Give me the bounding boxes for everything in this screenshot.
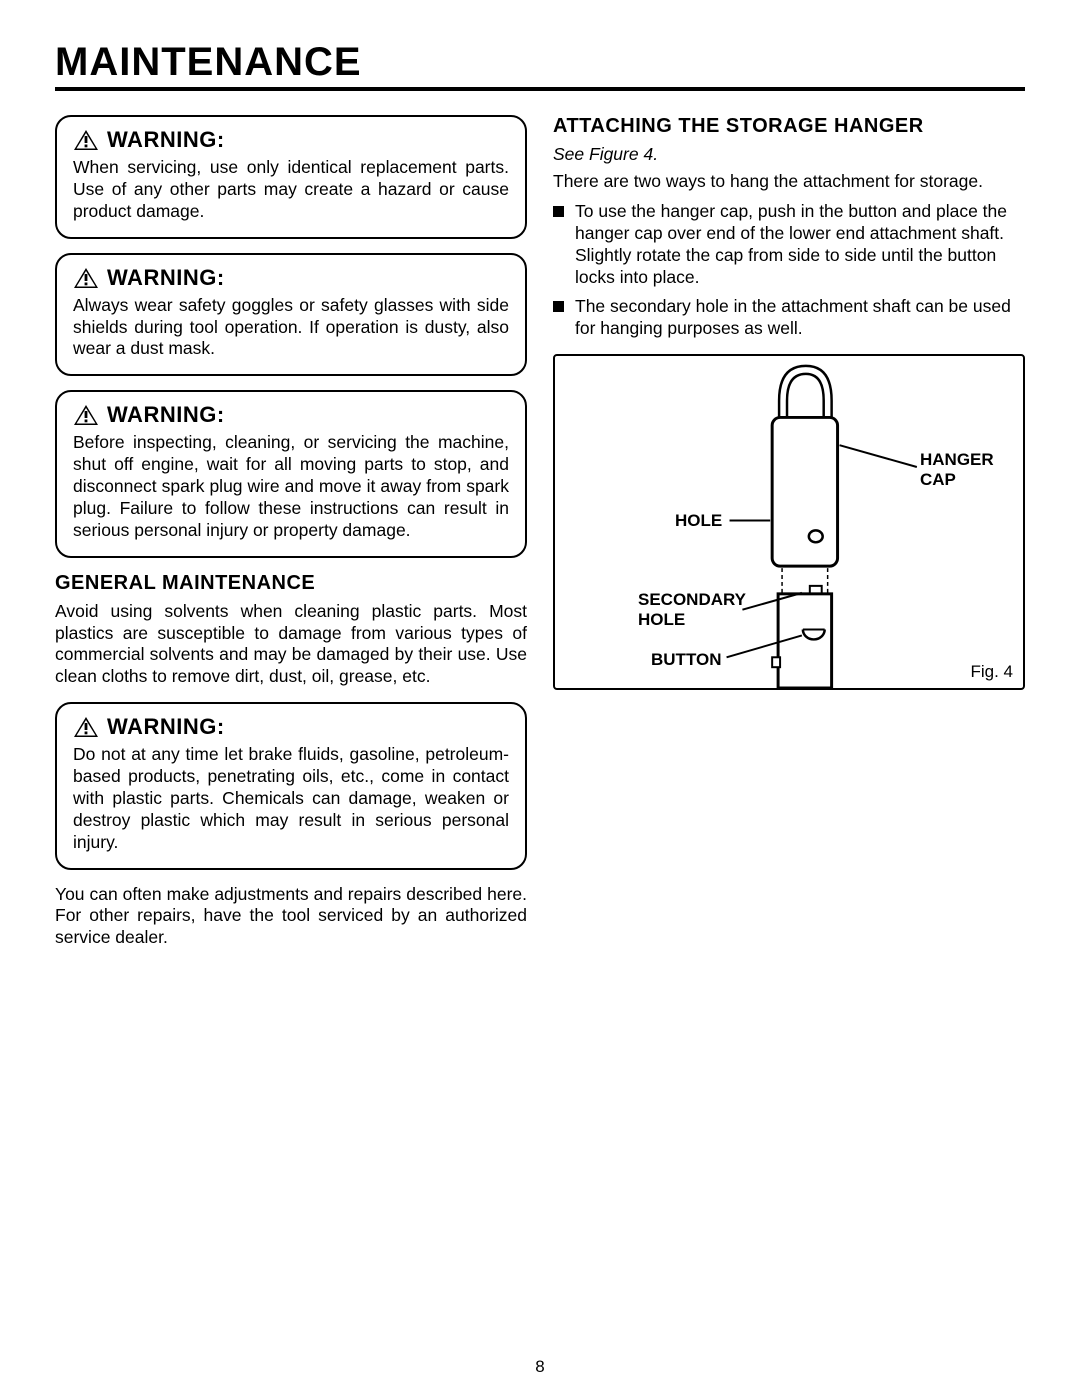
- warning-text: Always wear safety goggles or safety gla…: [73, 295, 509, 361]
- body-paragraph: You can often make adjustments and repai…: [55, 884, 527, 950]
- section-heading: ATTACHING THE STORAGE HANGER: [553, 115, 1025, 138]
- warning-box: WARNING: When servicing, use only identi…: [55, 115, 527, 239]
- right-column: ATTACHING THE STORAGE HANGER See Figure …: [553, 115, 1025, 963]
- warning-triangle-icon: [73, 129, 99, 151]
- list-item: The secondary hole in the attachment sha…: [553, 296, 1025, 340]
- figure-label-button: BUTTON: [651, 650, 722, 670]
- warning-heading: WARNING:: [73, 402, 509, 428]
- warning-heading: WARNING:: [73, 714, 509, 740]
- warning-triangle-icon: [73, 716, 99, 738]
- warning-box: WARNING: Always wear safety goggles or s…: [55, 253, 527, 377]
- list-item: To use the hanger cap, push in the butto…: [553, 201, 1025, 289]
- page-title: MAINTENANCE: [55, 40, 1025, 91]
- warning-triangle-icon: [73, 404, 99, 426]
- page-number: 8: [0, 1357, 1080, 1377]
- two-column-layout: WARNING: When servicing, use only identi…: [55, 115, 1025, 963]
- warning-text: Before inspecting, cleaning, or servicin…: [73, 432, 509, 541]
- warning-text: Do not at any time let brake fluids, gas…: [73, 744, 509, 853]
- warning-text: When servicing, use only identical repla…: [73, 157, 509, 223]
- warning-box: WARNING: Before inspecting, cleaning, or…: [55, 390, 527, 557]
- figure-caption: Fig. 4: [970, 662, 1013, 682]
- warning-label: WARNING:: [107, 714, 225, 740]
- body-paragraph: There are two ways to hang the attachmen…: [553, 171, 1025, 193]
- warning-label: WARNING:: [107, 402, 225, 428]
- left-column: WARNING: When servicing, use only identi…: [55, 115, 527, 963]
- body-paragraph: Avoid using solvents when cleaning plast…: [55, 601, 527, 689]
- see-figure-reference: See Figure 4.: [553, 144, 1025, 165]
- figure-label-secondary-hole: SECONDARY HOLE: [638, 590, 746, 630]
- warning-label: WARNING:: [107, 127, 225, 153]
- warning-triangle-icon: [73, 267, 99, 289]
- section-heading: GENERAL MAINTENANCE: [55, 572, 527, 595]
- bullet-list: To use the hanger cap, push in the butto…: [553, 201, 1025, 340]
- warning-box: WARNING: Do not at any time let brake fl…: [55, 702, 527, 869]
- warning-label: WARNING:: [107, 265, 225, 291]
- figure-label-hanger-cap: HANGER CAP: [920, 450, 994, 490]
- warning-heading: WARNING:: [73, 265, 509, 291]
- warning-heading: WARNING:: [73, 127, 509, 153]
- figure-4: HOLE SECONDARY HOLE BUTTON HANGER CAP Fi…: [553, 354, 1025, 690]
- figure-label-hole: HOLE: [675, 511, 722, 531]
- hanger-diagram-icon: [555, 356, 1023, 688]
